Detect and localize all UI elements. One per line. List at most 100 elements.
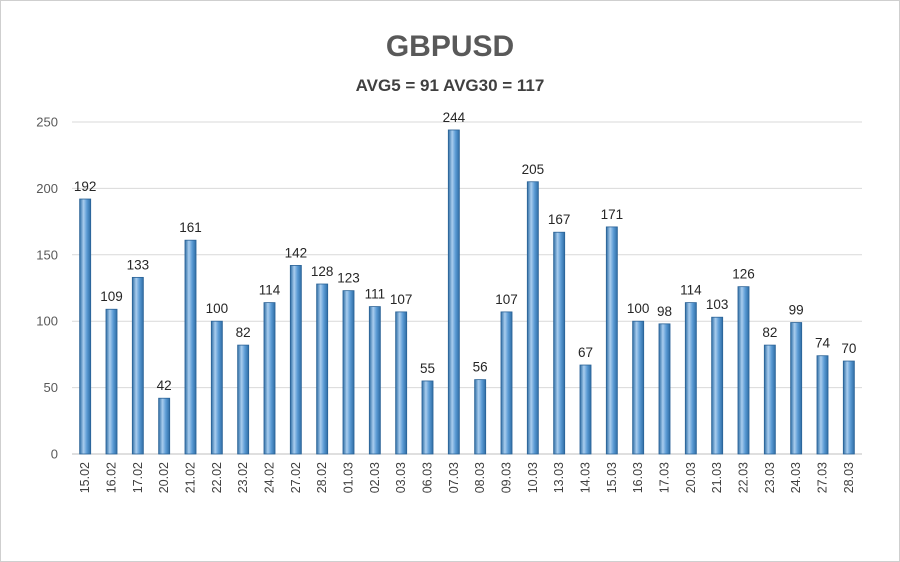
data-label: 111 bbox=[365, 287, 386, 302]
y-tick-label: 50 bbox=[44, 380, 58, 395]
bar bbox=[105, 308, 118, 455]
x-tick-label: 23.03 bbox=[763, 462, 777, 493]
bar bbox=[816, 355, 829, 455]
data-label: 205 bbox=[522, 162, 545, 177]
data-label: 192 bbox=[74, 179, 97, 194]
data-label: 67 bbox=[578, 345, 593, 360]
y-axis: 0 50 100 150 200 250 bbox=[36, 115, 58, 462]
data-label: 107 bbox=[390, 292, 413, 307]
x-tick-label: 13.03 bbox=[552, 462, 566, 493]
bar bbox=[368, 306, 381, 455]
data-label: 42 bbox=[157, 378, 172, 393]
x-tick-label: 24.03 bbox=[789, 462, 803, 493]
y-tick-label: 0 bbox=[51, 447, 58, 462]
bar bbox=[184, 239, 197, 455]
x-tick-label: 20.02 bbox=[157, 462, 171, 493]
data-label: 98 bbox=[657, 304, 672, 319]
bar bbox=[579, 364, 592, 455]
bar bbox=[632, 320, 645, 455]
x-tick-label: 21.02 bbox=[184, 462, 198, 493]
data-label: 82 bbox=[236, 325, 251, 340]
data-label: 114 bbox=[680, 283, 702, 298]
data-label: 123 bbox=[337, 271, 360, 286]
bar bbox=[763, 344, 776, 455]
chart-subtitle: AVG5 = 91 AVG30 = 117 bbox=[355, 76, 545, 95]
x-tick-label: 20.03 bbox=[684, 462, 698, 493]
data-label: 109 bbox=[100, 289, 123, 304]
data-label: 126 bbox=[732, 267, 755, 282]
data-label: 99 bbox=[789, 303, 804, 318]
data-label: 133 bbox=[127, 257, 150, 272]
data-label: 103 bbox=[706, 297, 729, 312]
data-label: 167 bbox=[548, 212, 571, 227]
bar bbox=[79, 198, 92, 455]
x-tick-label: 27.02 bbox=[289, 462, 303, 493]
data-label: 56 bbox=[473, 360, 488, 375]
x-tick-label: 24.02 bbox=[263, 462, 277, 493]
x-tick-label: 22.02 bbox=[210, 462, 224, 493]
y-tick-label: 250 bbox=[36, 115, 58, 130]
x-tick-label: 22.03 bbox=[737, 462, 751, 493]
y-tick-label: 200 bbox=[36, 181, 58, 196]
x-tick-label: 15.03 bbox=[605, 462, 619, 493]
data-label: 74 bbox=[815, 336, 831, 351]
data-label: 114 bbox=[259, 283, 281, 298]
data-label: 82 bbox=[762, 325, 777, 340]
x-axis: 15.02 16.02 17.02 20.02 21.02 22.02 23.02 24.02… bbox=[78, 462, 856, 493]
y-tick-label: 150 bbox=[36, 247, 58, 262]
y-tick-label: 100 bbox=[36, 314, 58, 329]
bar bbox=[131, 276, 144, 455]
bar bbox=[316, 283, 329, 455]
x-tick-label: 17.02 bbox=[131, 462, 145, 493]
x-tick-label: 28.03 bbox=[842, 462, 856, 493]
x-tick-label: 10.03 bbox=[526, 462, 540, 493]
data-label: 107 bbox=[495, 292, 518, 307]
bar bbox=[474, 379, 487, 455]
bar bbox=[684, 302, 697, 455]
chart-title: GBPUSD bbox=[385, 30, 515, 63]
x-tick-label: 08.03 bbox=[473, 462, 487, 493]
bar bbox=[289, 265, 302, 455]
bar bbox=[605, 226, 618, 455]
grid-lines bbox=[72, 121, 862, 455]
data-label: 55 bbox=[420, 361, 435, 376]
bar bbox=[526, 181, 539, 455]
bar bbox=[711, 316, 724, 455]
x-tick-label: 16.03 bbox=[631, 462, 645, 493]
x-tick-label: 21.03 bbox=[710, 462, 724, 493]
bar bbox=[158, 397, 171, 455]
x-tick-label: 03.03 bbox=[394, 462, 408, 493]
x-tick-label: 16.02 bbox=[105, 462, 119, 493]
x-tick-label: 14.03 bbox=[579, 462, 593, 493]
x-tick-label: 28.02 bbox=[315, 462, 329, 493]
bar bbox=[395, 311, 408, 455]
bar bbox=[737, 286, 750, 455]
bar bbox=[658, 323, 671, 455]
x-tick-label: 02.03 bbox=[368, 462, 382, 493]
bar bbox=[263, 302, 276, 455]
bar bbox=[210, 320, 223, 455]
data-label: 128 bbox=[311, 264, 334, 279]
bar bbox=[342, 290, 355, 455]
x-tick-label: 06.03 bbox=[421, 462, 435, 493]
bar bbox=[842, 360, 855, 455]
x-tick-label: 09.03 bbox=[500, 462, 514, 493]
bar bbox=[500, 311, 513, 455]
bar bbox=[790, 322, 803, 455]
x-tick-label: 15.02 bbox=[78, 462, 92, 493]
x-tick-label: 23.02 bbox=[236, 462, 250, 493]
data-label: 171 bbox=[601, 207, 624, 222]
bar bbox=[553, 231, 566, 455]
x-tick-label: 07.03 bbox=[447, 462, 461, 493]
x-tick-label: 01.03 bbox=[342, 462, 356, 493]
data-label: 142 bbox=[285, 245, 308, 260]
data-label: 161 bbox=[179, 220, 202, 235]
data-label: 100 bbox=[627, 301, 650, 316]
bar bbox=[447, 129, 460, 455]
data-label: 244 bbox=[443, 110, 466, 125]
data-label: 100 bbox=[206, 301, 229, 316]
bar bbox=[237, 344, 250, 455]
data-label: 70 bbox=[841, 341, 856, 356]
